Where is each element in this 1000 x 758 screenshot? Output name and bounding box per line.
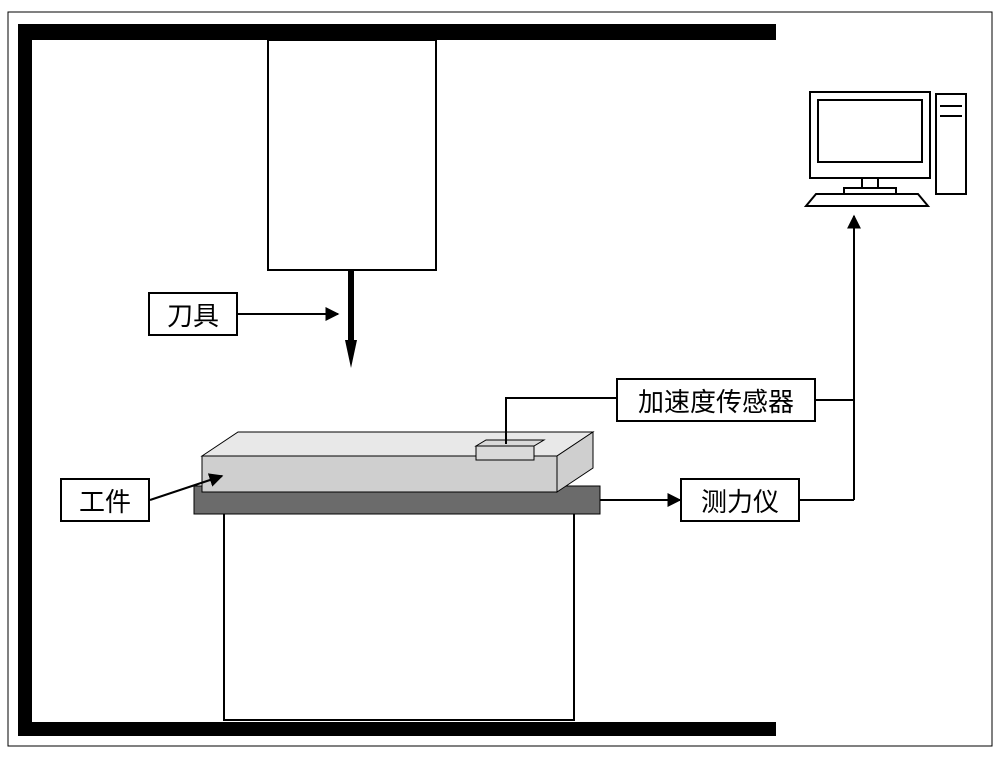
label-accel-sensor: 加速度传感器 [616, 378, 816, 422]
label-dynamometer: 测力仪 [680, 478, 800, 522]
label-tool: 刀具 [148, 292, 238, 336]
label-workpiece: 工件 [60, 478, 150, 522]
